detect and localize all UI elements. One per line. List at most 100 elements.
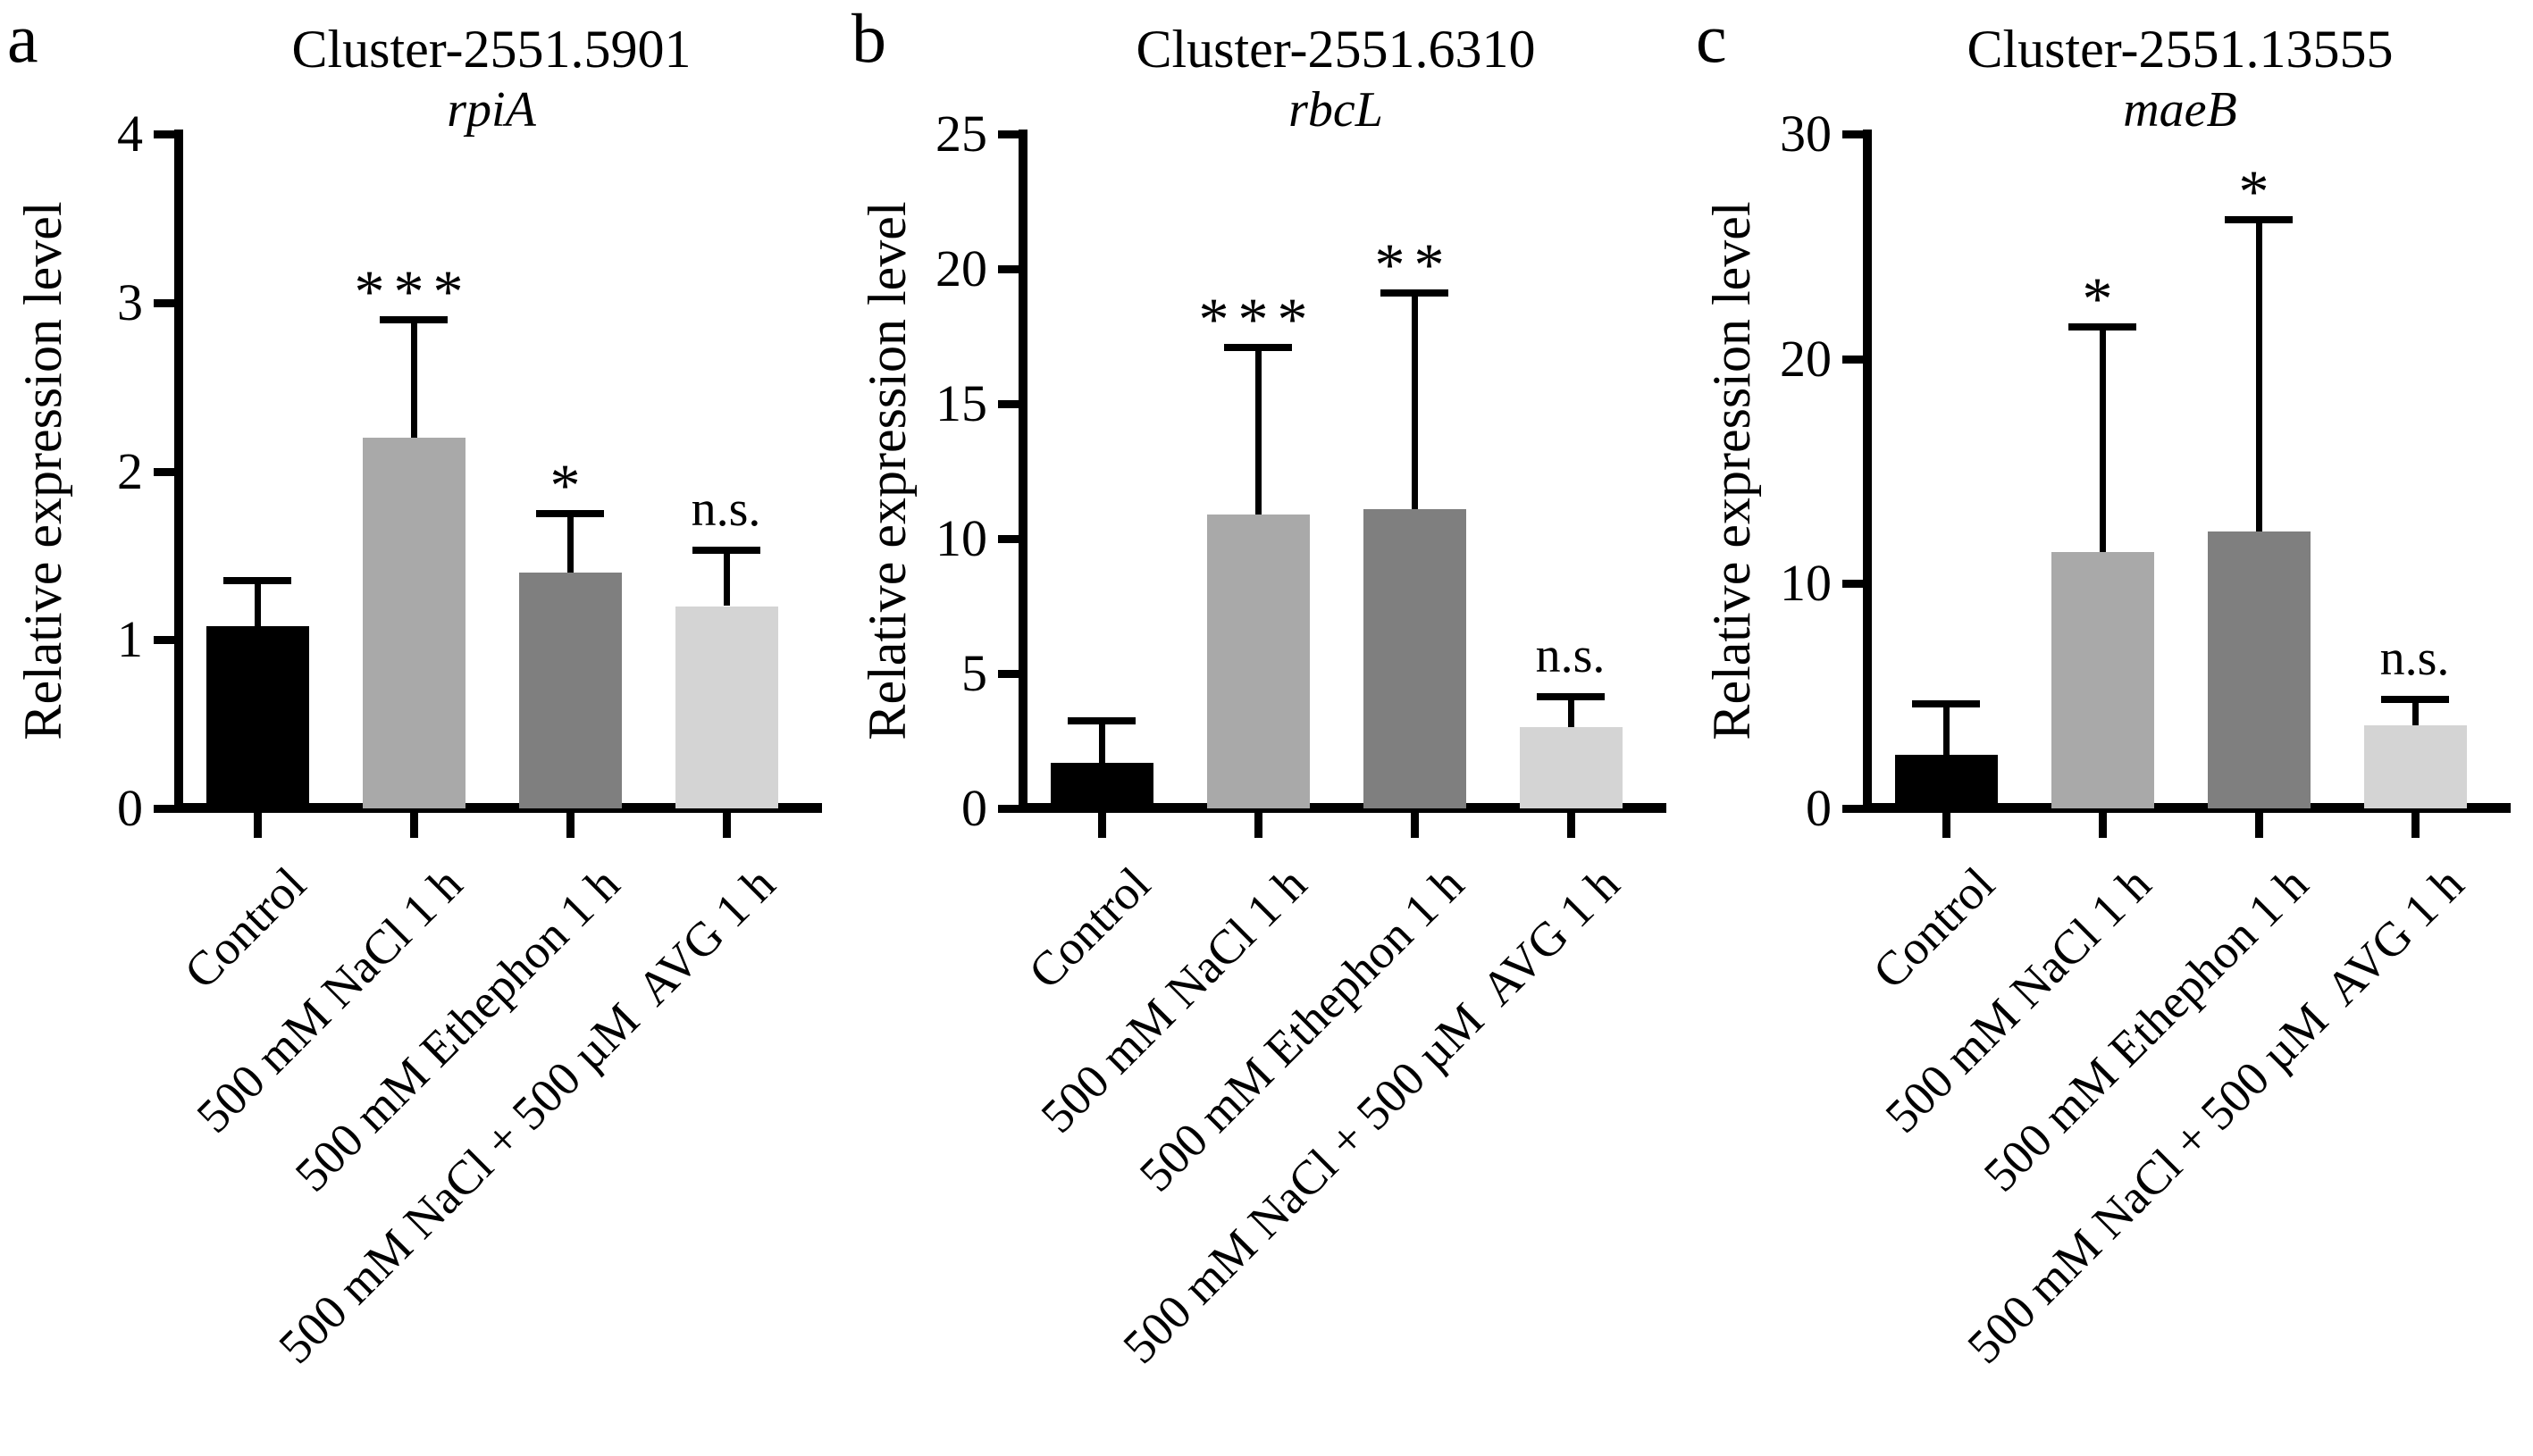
bar [2051,552,2154,808]
y-tick [154,298,175,307]
y-tick [998,805,1019,813]
x-tick [1942,813,1950,838]
x-tick-label: 500 mM NaCl 1 h [1875,857,2162,1143]
y-tick-label: 0 [1806,779,1832,837]
x-tick-label: Control [174,857,317,1000]
x-tick [253,813,262,838]
y-tick [154,467,175,476]
bar [1894,754,1998,808]
significance-label: ** [1374,230,1454,299]
y-tick-label: 4 [117,105,143,163]
gene-subtitle: rbcL [1288,82,1383,138]
chart-title: Cluster-2551.13555 [1967,20,2394,79]
error-bar-stem [1942,703,1950,755]
significance-label: *** [354,256,473,325]
bar [1050,762,1153,808]
y-tick [1842,355,1864,364]
chart-title: Cluster-2551.6310 [1136,20,1536,79]
error-bar-cap [2380,695,2449,703]
x-axis-line [1863,803,2511,813]
bar [518,572,622,808]
x-tick [409,813,418,838]
y-tick-label: 3 [117,272,143,331]
error-bar-cap [2067,323,2136,331]
significance-label: *** [1198,284,1317,353]
bar [205,626,309,808]
y-tick [1842,805,1864,813]
x-tick [1566,813,1575,838]
error-bar-cap [1067,716,1136,724]
y-tick-label: 2 [117,441,143,500]
error-bar-stem [723,550,730,607]
y-tick [1842,130,1864,138]
error-bar-cap [379,315,448,323]
error-bar-cap [535,509,604,517]
y-tick [998,265,1019,273]
error-bar-stem [1098,720,1105,763]
bar [1206,514,1310,808]
bar [1363,508,1466,808]
significance-label: n.s. [691,481,761,538]
error-bar-cap [222,577,291,585]
panel-letter: b [851,0,886,77]
y-tick-label: 20 [1780,329,1832,388]
y-tick [998,670,1019,678]
bar [675,606,778,808]
y-tick-label: 30 [1780,105,1832,163]
x-tick [1097,813,1106,838]
error-bar-stem [2255,219,2262,532]
y-tick-label: 0 [117,779,143,837]
x-tick [2098,813,2107,838]
x-tick-label: Control [1019,857,1162,1000]
chart-title: Cluster-2551.5901 [291,20,692,79]
error-bar-stem [254,581,261,627]
y-tick-label: 15 [935,374,987,432]
y-tick [998,400,1019,408]
x-tick [566,813,575,838]
y-tick [1842,580,1864,589]
y-tick [154,805,175,813]
gene-subtitle: maeB [2123,82,2237,138]
x-axis-line [1019,803,1666,813]
error-bar-stem [1567,696,1574,728]
significance-label: * [549,450,590,519]
error-bar-stem [410,319,417,438]
significance-label: n.s. [1535,627,1606,683]
error-bar-stem [2099,327,2106,553]
error-bar-cap [1380,289,1448,297]
y-tick [998,130,1019,138]
error-bar-stem [2411,699,2419,725]
panel-letter: c [1696,0,1727,77]
y-tick [154,636,175,645]
error-bar-cap [692,547,760,555]
y-tick-label: 5 [961,644,987,702]
x-tick [2254,813,2263,838]
significance-label: n.s. [2379,630,2450,686]
error-bar-cap [1911,699,1980,707]
panel-a: a Cluster-2551.5901 rpiA Relative expres… [0,0,844,1456]
x-tick [2411,813,2420,838]
error-bar-cap [2224,215,2293,223]
x-tick-label: 500 mM NaCl 1 h [186,857,474,1143]
y-tick [998,535,1019,543]
y-tick [154,130,175,138]
error-bar-stem [1411,293,1418,509]
bar [1519,727,1623,808]
y-tick-label: 25 [935,105,987,163]
bar [2207,531,2311,808]
error-bar-stem [1254,347,1262,515]
y-tick-label: 10 [935,509,987,567]
y-axis-line [174,130,183,813]
gene-subtitle: rpiA [447,82,536,138]
bar [362,437,466,808]
y-tick-label: 10 [1780,554,1832,613]
error-bar-cap [1223,343,1292,351]
x-tick [722,813,731,838]
error-bar-cap [1536,692,1605,700]
error-bar-stem [566,513,574,573]
bar [2363,724,2467,808]
x-tick-label: 500 mM NaCl 1 h [1030,857,1318,1143]
y-tick-label: 1 [117,610,143,669]
y-axis-line [1019,130,1027,813]
